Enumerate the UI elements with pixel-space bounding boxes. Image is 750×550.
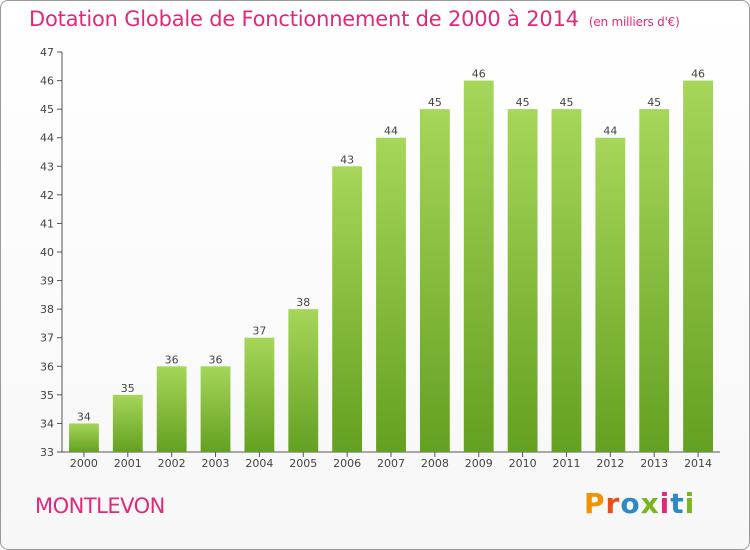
chart-title-text: Dotation Globale de Fonctionnement de 20… — [29, 7, 579, 31]
bar — [200, 366, 231, 452]
y-tick-label: 40 — [40, 246, 54, 259]
bar — [288, 309, 319, 452]
x-tick-label: 2008 — [421, 457, 449, 470]
y-tick-label: 37 — [40, 332, 54, 345]
bar-value-label: 45 — [516, 96, 530, 109]
bar-value-label: 45 — [647, 96, 661, 109]
x-tick-label: 2014 — [684, 457, 712, 470]
bar — [463, 80, 494, 453]
bar — [683, 80, 713, 453]
y-tick-label: 34 — [40, 417, 54, 430]
logo-letter: t — [670, 487, 685, 520]
bar — [332, 166, 363, 453]
bar — [69, 423, 99, 452]
y-tick-label: 45 — [40, 103, 54, 116]
y-tick-label: 33 — [40, 446, 54, 459]
bar-value-label: 46 — [691, 68, 705, 81]
bar-value-label: 34 — [77, 410, 91, 423]
x-tick-label: 2012 — [596, 457, 624, 470]
x-tick-label: 2004 — [245, 457, 273, 470]
y-tick-label: 42 — [40, 189, 54, 202]
y-tick-label: 39 — [40, 275, 54, 288]
bar — [551, 109, 582, 453]
x-tick-label: 2007 — [377, 457, 405, 470]
x-tick-label: 2009 — [465, 457, 493, 470]
x-tick-label: 2003 — [202, 457, 230, 470]
logo-letter: o — [620, 487, 641, 520]
logo-letter: x — [640, 487, 660, 520]
x-tick-label: 2005 — [289, 457, 317, 470]
y-tick-label: 35 — [40, 389, 54, 402]
x-tick-label: 2000 — [70, 457, 98, 470]
y-tick-label: 47 — [40, 46, 54, 59]
chart-bars — [69, 80, 713, 453]
y-tick-label: 43 — [40, 160, 54, 173]
chart-title: Dotation Globale de Fonctionnement de 20… — [29, 7, 680, 31]
logo-letter: i — [684, 487, 696, 520]
bar — [595, 137, 626, 452]
logo-letter: P — [584, 487, 606, 520]
bar-value-label: 44 — [603, 125, 617, 138]
logo-letter: r — [605, 487, 621, 520]
logo-letter: i — [659, 487, 671, 520]
chart-axes: 33 34 35 36 37 38 39 40 41 42 43 44 45 46 47 2000 2001 20… — [40, 46, 720, 470]
y-tick-label: 44 — [40, 132, 54, 145]
y-tick-label: 36 — [40, 360, 54, 373]
bar-value-label: 44 — [384, 125, 398, 138]
x-tick-label: 2002 — [158, 457, 186, 470]
bar-value-label: 37 — [252, 325, 266, 338]
bar — [639, 109, 670, 453]
bar — [112, 394, 143, 452]
bar-value-label: 35 — [121, 382, 135, 395]
y-tick-label: 38 — [40, 303, 54, 316]
commune-name: MONTLEVON — [35, 494, 165, 518]
proxiti-logo[interactable]: Proxiti — [584, 487, 695, 520]
bar-value-label: 45 — [559, 96, 573, 109]
x-tick-label: 2006 — [333, 457, 361, 470]
bar-value-label: 38 — [296, 296, 310, 309]
x-tick-label: 2013 — [640, 457, 668, 470]
bar — [376, 137, 406, 452]
x-tick-label: 2010 — [509, 457, 537, 470]
bar — [507, 109, 538, 453]
chart-labels: 34 35 36 36 37 38 43 44 45 46 45 45 44 45 46 — [77, 68, 705, 424]
y-tick-label: 41 — [40, 217, 54, 230]
bar-value-label: 43 — [340, 153, 354, 166]
bar-value-label: 46 — [472, 68, 486, 81]
x-tick-label: 2001 — [114, 457, 142, 470]
bar-value-label: 45 — [428, 96, 442, 109]
bar-value-label: 36 — [209, 353, 223, 366]
x-tick-label: 2011 — [552, 457, 580, 470]
y-tick-label: 46 — [40, 75, 54, 88]
bar-value-label: 36 — [165, 353, 179, 366]
chart-subtitle: (en milliers d'€) — [588, 15, 680, 29]
bar — [244, 337, 275, 452]
bar — [156, 366, 187, 452]
bar — [419, 109, 450, 453]
